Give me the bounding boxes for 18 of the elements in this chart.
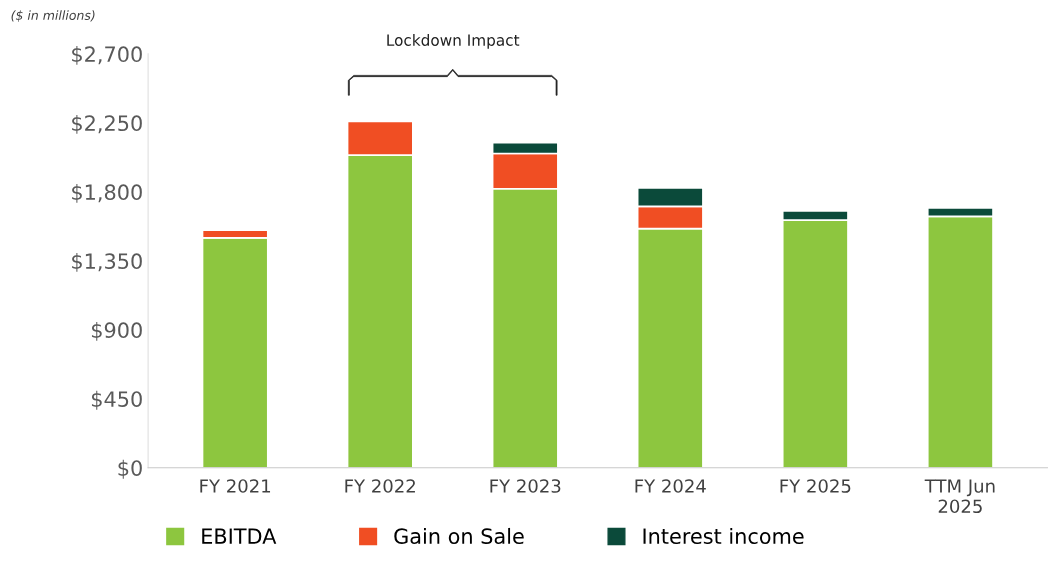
legend-label: EBITDA bbox=[202, 528, 277, 544]
x-tick-label: FY 2025 bbox=[780, 479, 851, 493]
legend-label: Interest income bbox=[643, 527, 804, 545]
x-tick-label: FY 2024 bbox=[635, 479, 706, 493]
x-tick-label: TTM Jun 2025 bbox=[924, 479, 995, 514]
legend-label: Gain on Sale bbox=[394, 527, 524, 545]
y-tick-label: $2,250 bbox=[72, 114, 142, 134]
x-tick-label: FY 2022 bbox=[345, 479, 415, 493]
y-tick-label: $450 bbox=[91, 390, 142, 410]
x-tick-label: FY 2021 bbox=[200, 479, 271, 493]
text: Lockdown Impact bbox=[387, 34, 520, 49]
y-tick-label: $0 bbox=[118, 459, 142, 479]
text: ($ in millions) bbox=[11, 10, 95, 22]
y-tick-label: $900 bbox=[91, 321, 142, 341]
y-tick-label: $1,800 bbox=[72, 183, 142, 203]
x-tick-label: FY 2023 bbox=[490, 479, 561, 493]
y-tick-label: $2,700 bbox=[72, 45, 142, 65]
y-tick-label: $1,350 bbox=[72, 252, 142, 272]
